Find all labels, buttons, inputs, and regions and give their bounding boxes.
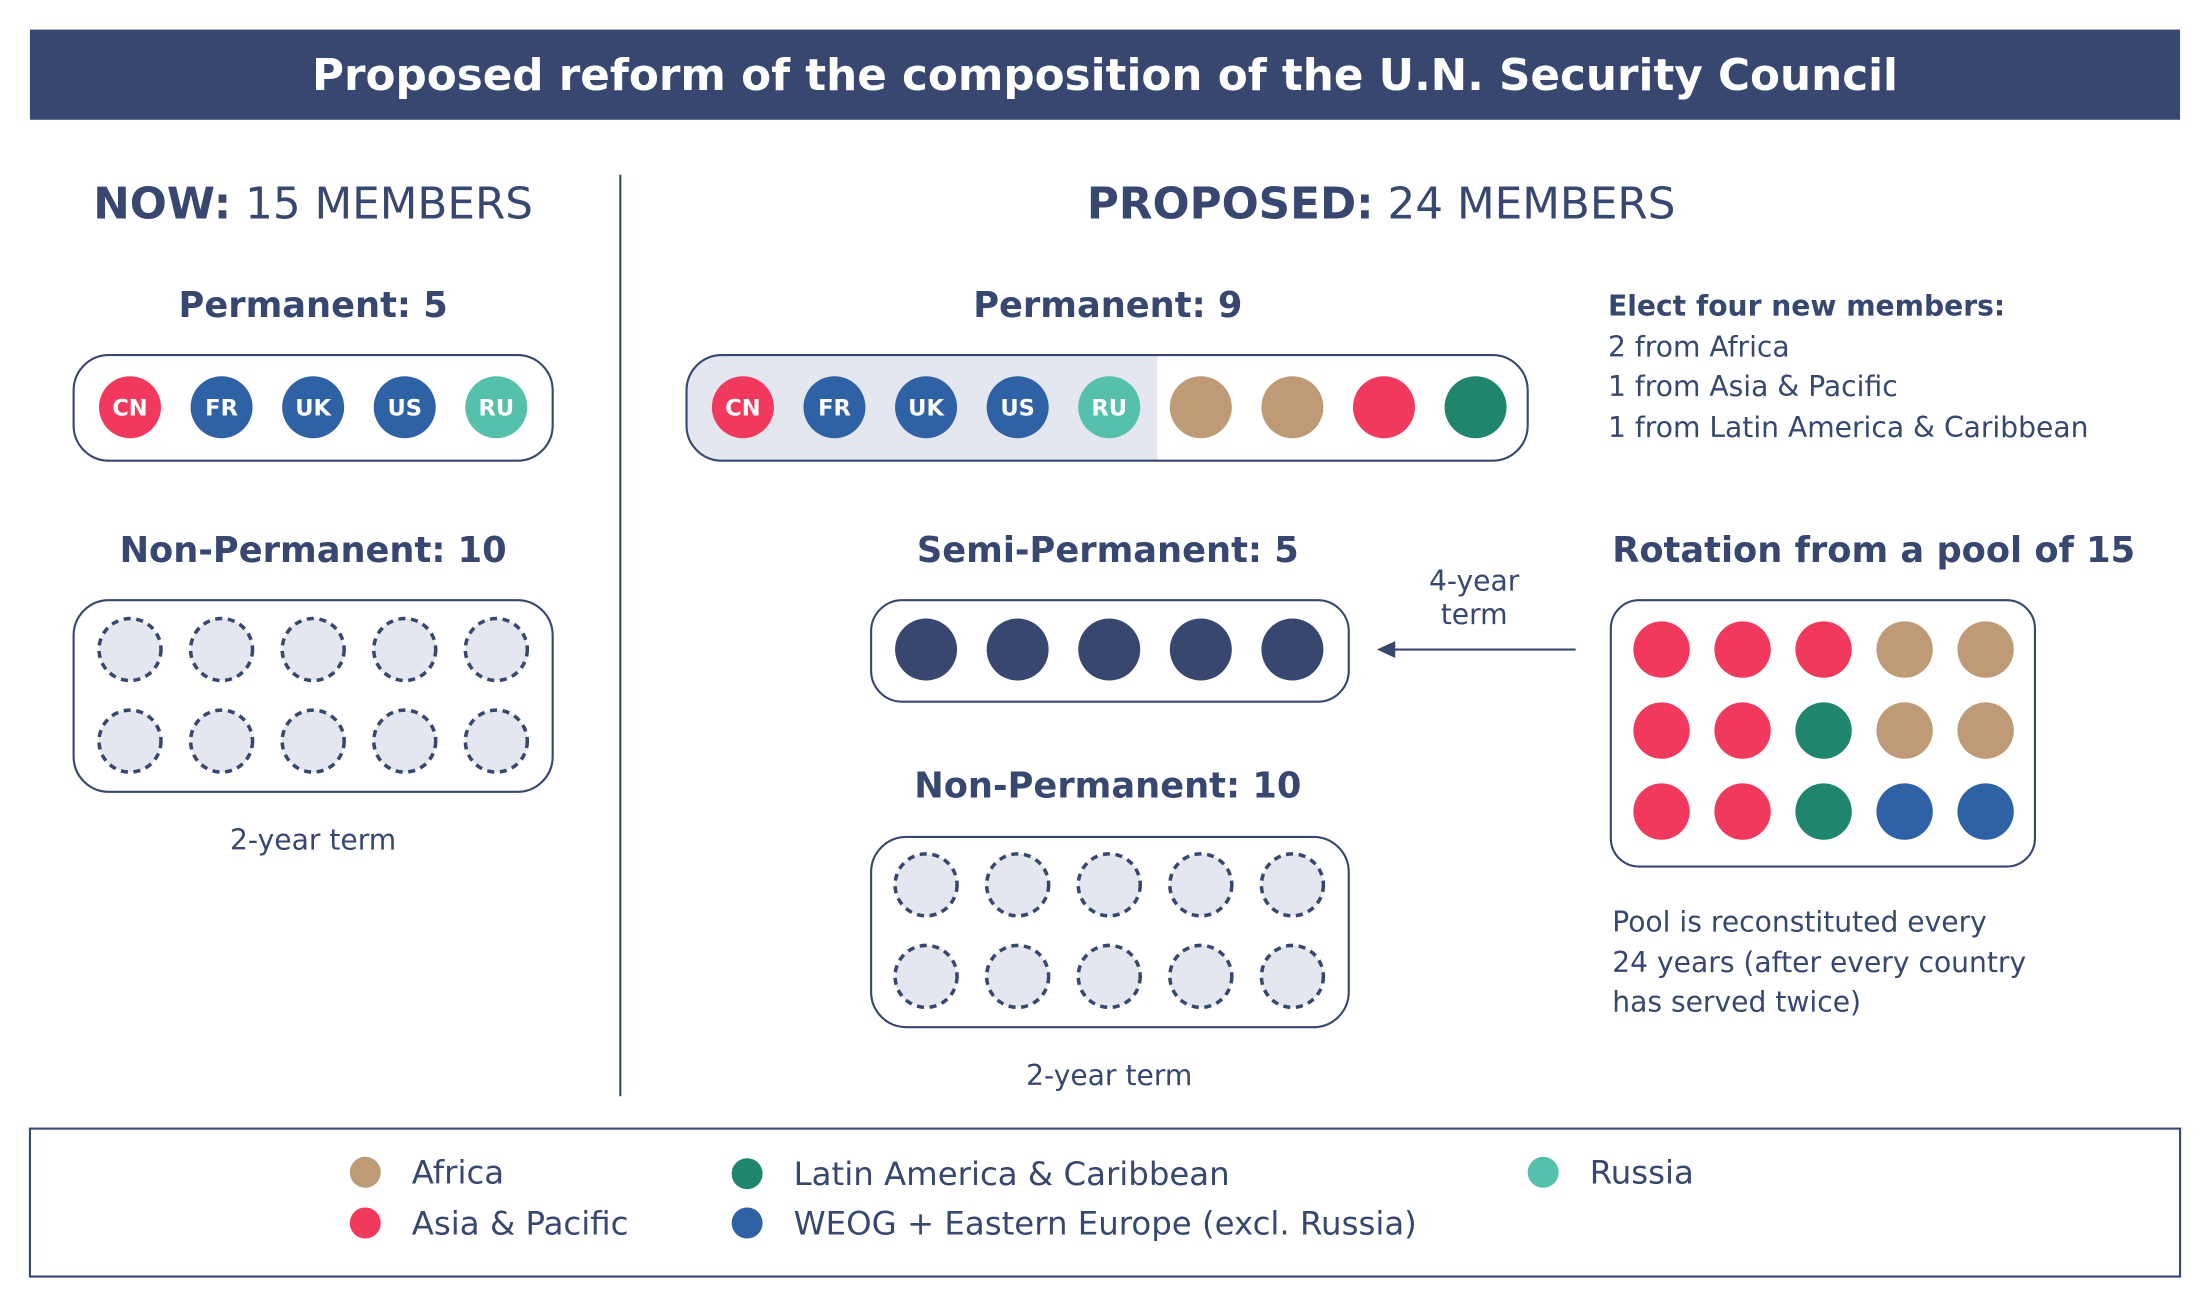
proposed-nonpermanent-label: Non-Permanent: 10 bbox=[914, 765, 1301, 806]
pool-title: Rotation from a pool of 15 bbox=[1612, 530, 2135, 571]
permanent-seat bbox=[1078, 376, 1141, 439]
vacant-seat bbox=[1076, 943, 1142, 1010]
semipermanent-label: Semi-Permanent: 5 bbox=[917, 530, 1299, 571]
semipermanent-seat bbox=[1261, 618, 1324, 681]
vacant-seat bbox=[893, 852, 959, 918]
now-term: 2-year term bbox=[230, 824, 396, 857]
title-banner bbox=[29, 29, 2181, 120]
permanent-seat bbox=[465, 376, 528, 439]
vacant-seat bbox=[984, 852, 1051, 918]
vacant-seat bbox=[1076, 852, 1142, 918]
arrow-label: term bbox=[1441, 598, 1508, 631]
pool-seat bbox=[1957, 702, 2014, 759]
new-members-line: 1 from Asia & Pacific bbox=[1608, 370, 1898, 403]
legend-label: Latin America & Caribbean bbox=[794, 1155, 1230, 1193]
vacant-seat bbox=[893, 943, 959, 1010]
vacant-seat bbox=[463, 616, 530, 683]
now-header: NOW: 15 MEMBERS bbox=[93, 178, 533, 229]
legend-label: Africa bbox=[412, 1154, 504, 1192]
permanent-seat bbox=[282, 376, 345, 439]
permanent-seat bbox=[986, 376, 1049, 439]
pool-seat bbox=[1957, 783, 2014, 840]
permanent-seat bbox=[803, 376, 866, 439]
vacant-seat bbox=[371, 708, 438, 774]
proposed-permanent-box bbox=[685, 354, 1529, 462]
permanent-seat bbox=[1261, 376, 1324, 439]
pool-note: 24 years (after every country bbox=[1612, 946, 2026, 979]
country-code: CN bbox=[725, 396, 760, 422]
legend-label: Russia bbox=[1590, 1154, 1694, 1192]
legend-label: WEOG + Eastern Europe (excl. Russia) bbox=[794, 1204, 1417, 1242]
page-title: Proposed reform of the composition of th… bbox=[312, 50, 1898, 101]
country-code: FR bbox=[205, 396, 238, 422]
semipermanent-seat bbox=[986, 618, 1049, 681]
proposed-permanent-label: Permanent: 9 bbox=[973, 285, 1242, 326]
permanent-seat bbox=[1169, 376, 1232, 439]
vacant-seat bbox=[188, 616, 255, 683]
pool-seat bbox=[1876, 621, 1933, 678]
new-members-line: 2 from Africa bbox=[1608, 330, 1790, 363]
vacant-seat bbox=[463, 708, 530, 774]
pool-seat bbox=[1795, 702, 1852, 759]
vacant-seat bbox=[371, 616, 438, 683]
legend-swatch bbox=[731, 1158, 763, 1190]
vacant-seat bbox=[280, 616, 346, 683]
country-code: UK bbox=[908, 396, 945, 422]
pool-seat bbox=[1795, 621, 1852, 678]
legend-box bbox=[28, 1127, 2182, 1278]
legend-label: Asia & Pacific bbox=[412, 1204, 629, 1242]
pool-seat bbox=[1876, 783, 1933, 840]
pool-seat bbox=[1633, 621, 1690, 678]
pool-note: Pool is reconstituted every bbox=[1612, 905, 1987, 938]
now-nonpermanent-label: Non-Permanent: 10 bbox=[120, 530, 507, 571]
permanent-seat bbox=[895, 376, 958, 439]
pool-seat bbox=[1714, 702, 1771, 759]
new-members-title: Elect four new members: bbox=[1608, 290, 2005, 323]
pool-seat bbox=[1876, 702, 1933, 759]
vacant-seat bbox=[97, 616, 163, 683]
vacant-seat bbox=[1259, 852, 1326, 918]
pool-seat bbox=[1957, 621, 2014, 678]
pool-seat bbox=[1795, 783, 1852, 840]
semipermanent-seat bbox=[1078, 618, 1141, 681]
permanent-seat bbox=[1352, 376, 1415, 439]
permanent-seat bbox=[373, 376, 436, 439]
legend-swatch bbox=[731, 1207, 763, 1239]
pool-seat bbox=[1633, 702, 1690, 759]
legend-swatch bbox=[349, 1207, 381, 1239]
vacant-seat bbox=[188, 708, 255, 774]
semipermanent-seat bbox=[1169, 618, 1232, 681]
pool-seat bbox=[1714, 621, 1771, 678]
country-code: US bbox=[387, 396, 422, 422]
legend-swatch bbox=[1527, 1156, 1559, 1188]
legend-swatch bbox=[349, 1156, 381, 1188]
vacant-seat bbox=[984, 943, 1051, 1010]
country-code: RU bbox=[478, 396, 514, 422]
proposed-term: 2-year term bbox=[1026, 1059, 1192, 1092]
new-members-line: 1 from Latin America & Caribbean bbox=[1608, 411, 2088, 444]
pool-seat bbox=[1714, 783, 1771, 840]
now-permanent-label: Permanent: 5 bbox=[179, 285, 448, 326]
vacant-seat bbox=[1168, 943, 1234, 1010]
vacant-seat bbox=[1168, 852, 1234, 918]
vacant-seat bbox=[280, 708, 346, 774]
proposed-header: PROPOSED: 24 MEMBERS bbox=[1087, 178, 1676, 229]
semipermanent-seat bbox=[895, 618, 958, 681]
permanent-seat bbox=[1444, 376, 1507, 439]
country-code: UK bbox=[295, 396, 332, 422]
arrow-label: 4-year bbox=[1429, 564, 1520, 597]
vacant-seat bbox=[97, 708, 163, 774]
permanent-seat bbox=[190, 376, 253, 439]
arrow-head-icon bbox=[1376, 641, 1396, 658]
country-code: US bbox=[1000, 396, 1035, 422]
pool-seat bbox=[1633, 783, 1690, 840]
permanent-seat bbox=[98, 376, 161, 439]
vacant-seat bbox=[1259, 943, 1326, 1010]
country-code: CN bbox=[112, 396, 147, 422]
pool-note: has served twice) bbox=[1612, 986, 1861, 1019]
permanent-seat bbox=[711, 376, 774, 439]
country-code: FR bbox=[818, 396, 851, 422]
country-code: RU bbox=[1091, 396, 1127, 422]
